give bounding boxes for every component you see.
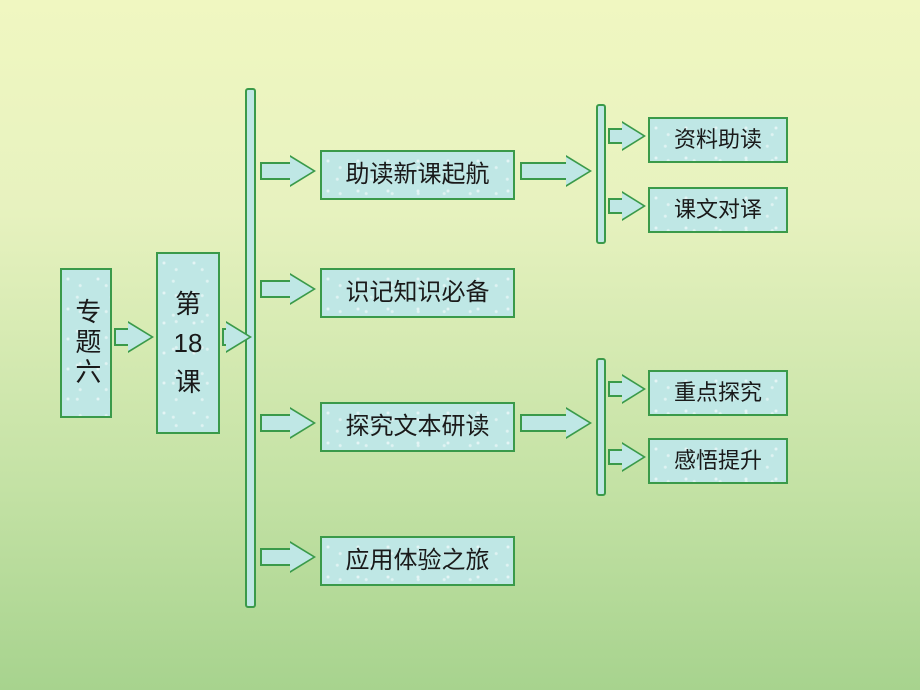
node-perception-improve: 感悟提升 bbox=[648, 438, 788, 484]
node-apply-experience: 应用体验之旅 bbox=[320, 536, 515, 586]
node-key-inquiry: 重点探究 bbox=[648, 370, 788, 416]
connector-bar-top bbox=[596, 104, 606, 244]
node-text-translation: 课文对译 bbox=[648, 187, 788, 233]
node-topic-six: 专题六 bbox=[60, 268, 112, 418]
connector-bar-bottom bbox=[596, 358, 606, 496]
node-assist-reading: 助读新课起航 bbox=[320, 150, 515, 200]
node-memorize-knowledge: 识记知识必备 bbox=[320, 268, 515, 318]
node-material-reading: 资料助读 bbox=[648, 117, 788, 163]
node-lesson-18: 第18课 bbox=[156, 252, 220, 434]
node-explore-text: 探究文本研读 bbox=[320, 402, 515, 452]
